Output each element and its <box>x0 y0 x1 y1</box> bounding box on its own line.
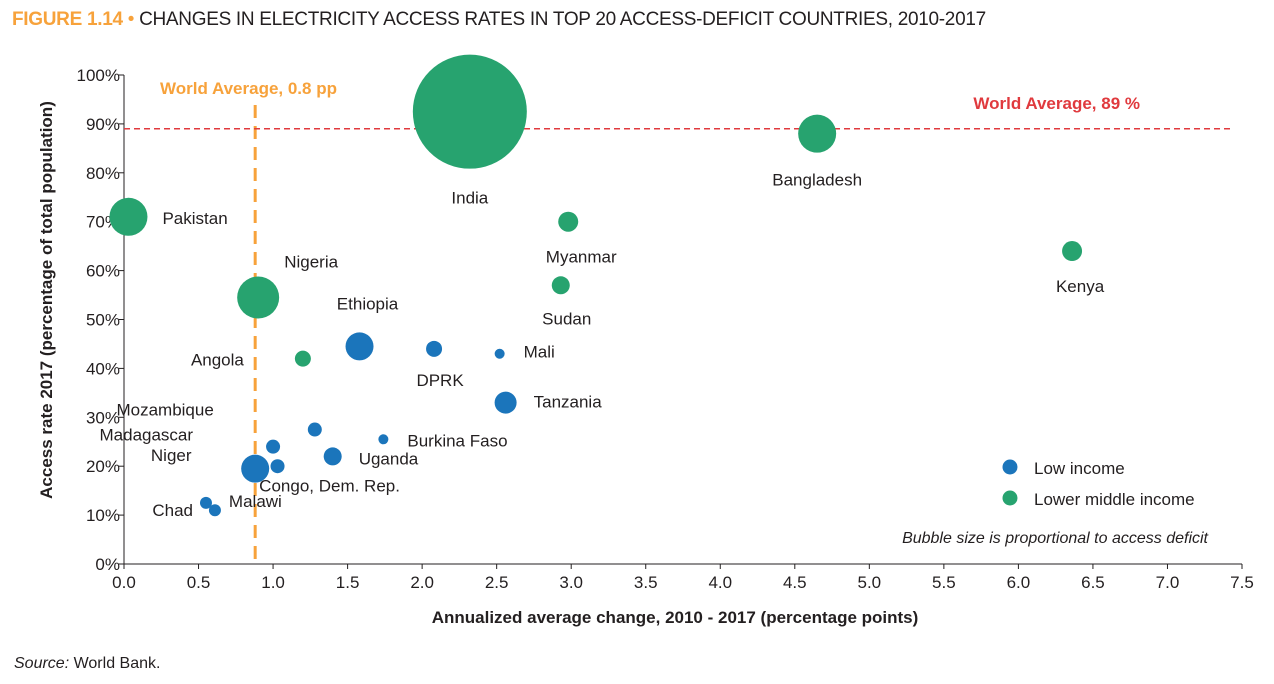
label-bangladesh: Bangladesh <box>772 171 862 190</box>
bubble-malawi <box>208 504 221 517</box>
x-tick-label: 4.5 <box>783 573 807 592</box>
bubble-congo-dem-rep <box>241 454 270 483</box>
bubble-myanmar <box>558 211 579 232</box>
label-niger: Niger <box>151 446 192 465</box>
x-tick-label: 6.0 <box>1007 573 1031 592</box>
figure-number: FIGURE 1.14 <box>12 9 123 30</box>
world-average-change-label: World Average, 0.8 pp <box>160 79 337 98</box>
label-burkina-faso: Burkina Faso <box>407 431 507 450</box>
y-tick-label: 10% <box>86 506 120 525</box>
label-angola: Angola <box>191 351 244 370</box>
x-tick-label: 0.0 <box>112 573 136 592</box>
x-tick-label: 1.0 <box>261 573 285 592</box>
label-uganda: Uganda <box>359 449 419 468</box>
bubble-india <box>412 54 527 169</box>
label-congo-dem-rep: Congo, Dem. Rep. <box>259 477 400 496</box>
y-axis-title: Access rate 2017 (percentage of total po… <box>37 101 56 499</box>
x-axis-title: Annualized average change, 2010 - 2017 (… <box>432 608 919 627</box>
label-malawi: Malawi <box>229 492 282 511</box>
bubble-mali <box>494 348 505 359</box>
bubble-uganda <box>323 447 342 466</box>
bubble-sudan <box>551 276 570 295</box>
y-tick-label: 90% <box>86 115 120 134</box>
y-tick-label: 0% <box>95 555 120 574</box>
point-labels: India Nigeria Bangladesh Pakistan Ethiopia Co… <box>100 171 1105 520</box>
bubble-madagascar <box>266 439 281 454</box>
bubble-burkina-faso <box>378 434 389 445</box>
x-tick-label: 3.0 <box>559 573 583 592</box>
bubble-chad <box>199 496 212 509</box>
legend-marker <box>1002 490 1018 506</box>
x-tick-label: 7.0 <box>1156 573 1180 592</box>
bubble-size-note: Bubble size is proportional to access de… <box>902 530 1208 547</box>
x-tick-label: 6.5 <box>1081 573 1105 592</box>
legend-marker <box>1002 459 1018 475</box>
y-tick-label: 50% <box>86 311 120 330</box>
bubble-bangladesh <box>798 114 837 153</box>
x-tick-label: 5.5 <box>932 573 956 592</box>
label-india: India <box>451 189 488 208</box>
figure-title-text: CHANGES IN ELECTRICITY ACCESS RATES IN T… <box>139 9 986 30</box>
y-tick-label: 40% <box>86 359 120 378</box>
label-chad: Chad <box>152 501 193 520</box>
label-ethiopia: Ethiopia <box>337 294 399 313</box>
y-tick-label: 30% <box>86 408 120 427</box>
label-kenya: Kenya <box>1056 277 1105 296</box>
x-tick-label: 5.0 <box>858 573 882 592</box>
y-tick-label: 60% <box>86 262 120 281</box>
x-tick-label: 0.5 <box>187 573 211 592</box>
bubbles <box>109 54 1083 517</box>
source-text: World Bank. <box>73 655 161 672</box>
chart-axes: 0%10%20%30%40%50%60%70%80%90%100%0.0 0.5 1… <box>77 66 1254 592</box>
label-mozambique: Mozambique <box>116 401 213 420</box>
label-nigeria: Nigeria <box>284 252 338 271</box>
y-tick-label: 80% <box>86 164 120 183</box>
legend-label: Low income <box>1034 459 1125 478</box>
x-tick-label: 1.5 <box>336 573 360 592</box>
source-label: Source: <box>14 655 70 672</box>
y-tick-label: 20% <box>86 457 120 476</box>
label-tanzania: Tanzania <box>534 393 603 412</box>
bubble-ethiopia <box>345 332 374 361</box>
label-mali: Mali <box>524 343 555 362</box>
bubble-angola <box>294 350 311 367</box>
label-pakistan: Pakistan <box>162 209 227 228</box>
bubble-pakistan <box>109 197 148 236</box>
x-tick-label: 4.0 <box>708 573 732 592</box>
world-average-access-label: World Average, 89 % <box>973 94 1140 113</box>
bubble-nigeria <box>237 276 280 319</box>
label-myanmar: Myanmar <box>546 248 617 267</box>
bubble-tanzania <box>494 391 517 414</box>
figure-bullet: • <box>127 9 135 30</box>
reference-lines: World Average, 0.8 pp World Average, 89 % <box>124 79 1232 564</box>
x-tick-label: 2.5 <box>485 573 509 592</box>
y-tick-label: 100% <box>77 66 120 85</box>
x-tick-label: 7.5 <box>1230 573 1254 592</box>
x-tick-label: 3.5 <box>634 573 658 592</box>
x-tick-label: 2.0 <box>410 573 434 592</box>
bubble-mozambique <box>307 422 322 437</box>
label-sudan: Sudan <box>542 309 591 328</box>
figure-title: FIGURE 1.14 • CHANGES IN ELECTRICITY ACC… <box>12 9 986 31</box>
chart-legend: Low income Lower middle income <box>1002 459 1195 509</box>
legend-label: Lower middle income <box>1034 490 1195 509</box>
source-note: Source: World Bank. <box>14 655 160 673</box>
label-madagascar: Madagascar <box>100 426 194 445</box>
bubble-niger <box>270 459 285 474</box>
bubble-kenya <box>1062 241 1083 262</box>
label-dprk: DPRK <box>416 371 464 390</box>
bubble-dprk <box>426 340 443 357</box>
